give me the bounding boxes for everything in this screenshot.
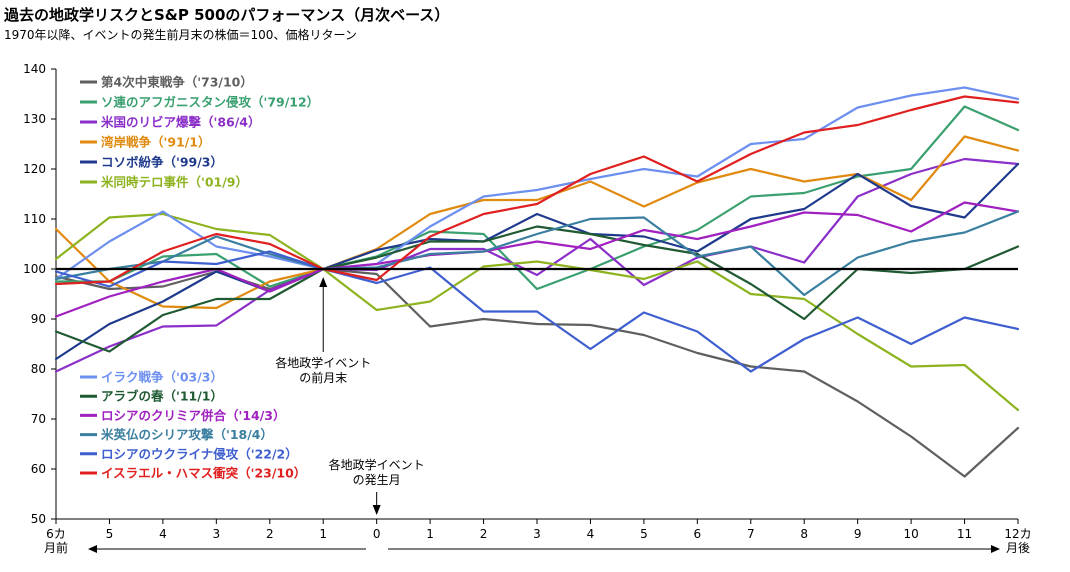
legend-label-3: 湾岸戦争（'91/1） bbox=[101, 135, 211, 150]
legend-item-7: アラブの春（'11/1） bbox=[80, 389, 223, 404]
x-tick-label-11: 5 bbox=[640, 527, 648, 541]
legend-label-11: イスラエル・ハマス衝突（'23/10） bbox=[101, 466, 306, 481]
series-line-2 bbox=[54, 157, 1020, 373]
y-tick-label-60: 60 bbox=[31, 462, 46, 476]
annotation-arrow-head-0 bbox=[319, 277, 328, 287]
legend-label-0: 第4次中東戦争（'73/10） bbox=[101, 75, 253, 90]
series-line-5 bbox=[54, 212, 1020, 412]
after-arrow-head bbox=[991, 545, 1000, 553]
x-tick-label-15: 9 bbox=[854, 527, 862, 541]
series-line-11 bbox=[54, 95, 1020, 286]
legend-item-0: 第4次中東戦争（'73/10） bbox=[80, 75, 253, 90]
y-tick-label-130: 130 bbox=[23, 112, 46, 126]
y-tick-label-90: 90 bbox=[31, 312, 46, 326]
series-line-1 bbox=[54, 105, 1020, 291]
legend-label-4: コソボ紛争（'99/3） bbox=[101, 155, 223, 170]
x-tick-label-7: 1 bbox=[426, 527, 434, 541]
x-tick-label-0: 6カ月前 bbox=[44, 527, 68, 555]
legend-label-6: イラク戦争（'03/3） bbox=[101, 370, 223, 385]
series-line-10 bbox=[54, 250, 1020, 373]
legend-item-8: ロシアのクリミア併合（'14/3） bbox=[80, 408, 286, 423]
before-arrow-head bbox=[88, 545, 97, 553]
chart-title: 過去の地政学リスクとS&P 500のパフォーマンス（月次ベース） bbox=[4, 6, 450, 24]
annotation-label-1: 各地政学イベントの発生月 bbox=[329, 457, 425, 487]
x-tick-label-12: 6 bbox=[694, 527, 702, 541]
y-tick-label-140: 140 bbox=[23, 62, 46, 76]
y-axis: 50 60 70 80 90 100 110 120 130 140 bbox=[23, 62, 56, 526]
y-tick-label-50: 50 bbox=[31, 512, 46, 526]
x-tick-label-4: 2 bbox=[266, 527, 274, 541]
legend-label-2: 米国のリビア爆撃（'86/4） bbox=[100, 115, 261, 130]
legend-item-10: ロシアのウクライナ侵攻（'22/2） bbox=[80, 446, 298, 461]
x-tick-label-3: 3 bbox=[213, 527, 221, 541]
x-tick-label-16: 10 bbox=[903, 527, 918, 541]
series-line-9 bbox=[54, 210, 1020, 297]
legend-label-1: ソ連のアフガニスタン侵攻（'79/12） bbox=[101, 95, 319, 110]
x-tick-label-9: 3 bbox=[533, 527, 541, 541]
legend-label-10: ロシアのウクライナ侵攻（'22/2） bbox=[101, 446, 298, 461]
y-tick-label-70: 70 bbox=[31, 412, 46, 426]
x-tick-label-5: 1 bbox=[319, 527, 327, 541]
legend-item-4: コソボ紛争（'99/3） bbox=[80, 155, 223, 170]
legend-item-6: イラク戦争（'03/3） bbox=[80, 370, 223, 385]
x-tick-label-10: 4 bbox=[587, 527, 595, 541]
x-tick-label-8: 2 bbox=[480, 527, 488, 541]
legend-item-9: 米英仏のシリア攻撃（'18/4） bbox=[80, 427, 273, 442]
legend-label-8: ロシアのクリミア併合（'14/3） bbox=[101, 408, 286, 423]
x-tick-label-18: 12カ月後 bbox=[1004, 527, 1031, 555]
series-line-8 bbox=[54, 201, 1020, 318]
series-line-6 bbox=[54, 86, 1020, 281]
x-tick-label-17: 11 bbox=[957, 527, 972, 541]
y-tick-label-100: 100 bbox=[23, 262, 46, 276]
legend-item-2: 米国のリビア爆撃（'86/4） bbox=[80, 115, 261, 130]
annotation-label-0: 各地政学イベントの前月末 bbox=[275, 355, 371, 385]
series-lines bbox=[54, 86, 1020, 478]
legend-item-11: イスラエル・ハマス衝突（'23/10） bbox=[80, 466, 306, 481]
legend-label-5: 米同時テロ事件（'01/9） bbox=[100, 175, 248, 190]
legend-label-7: アラブの春（'11/1） bbox=[101, 389, 223, 404]
legend-item-1: ソ連のアフガニスタン侵攻（'79/12） bbox=[80, 95, 319, 110]
annotation-arrow-head-1 bbox=[372, 505, 381, 515]
legend-item-3: 湾岸戦争（'91/1） bbox=[80, 135, 211, 150]
series-line-4 bbox=[54, 162, 1020, 361]
y-tick-label-120: 120 bbox=[23, 162, 46, 176]
x-tick-label-14: 8 bbox=[800, 527, 808, 541]
legend-item-5: 米同時テロ事件（'01/9） bbox=[80, 175, 248, 190]
legend-label-9: 米英仏のシリア攻撃（'18/4） bbox=[100, 427, 273, 442]
x-tick-label-6: 0 bbox=[373, 527, 381, 541]
legend: 第4次中東戦争（'73/10） ソ連のアフガニスタン侵攻（'79/12） 米国のリビ… bbox=[80, 75, 319, 481]
x-tick-label-1: 5 bbox=[106, 527, 114, 541]
y-tick-label-80: 80 bbox=[31, 362, 46, 376]
x-tick-label-13: 7 bbox=[747, 527, 755, 541]
chart-subtitle: 1970年以降、イベントの発生前月末の株価＝100、価格リターン bbox=[4, 28, 357, 42]
y-tick-label-110: 110 bbox=[23, 212, 46, 226]
x-tick-label-2: 4 bbox=[159, 527, 167, 541]
